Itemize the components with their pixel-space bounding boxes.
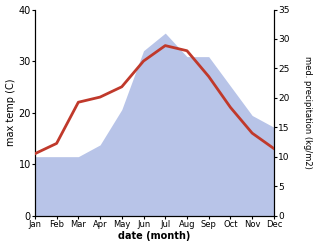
X-axis label: date (month): date (month) bbox=[118, 231, 190, 242]
Y-axis label: max temp (C): max temp (C) bbox=[5, 79, 16, 146]
Y-axis label: med. precipitation (kg/m2): med. precipitation (kg/m2) bbox=[303, 56, 313, 169]
